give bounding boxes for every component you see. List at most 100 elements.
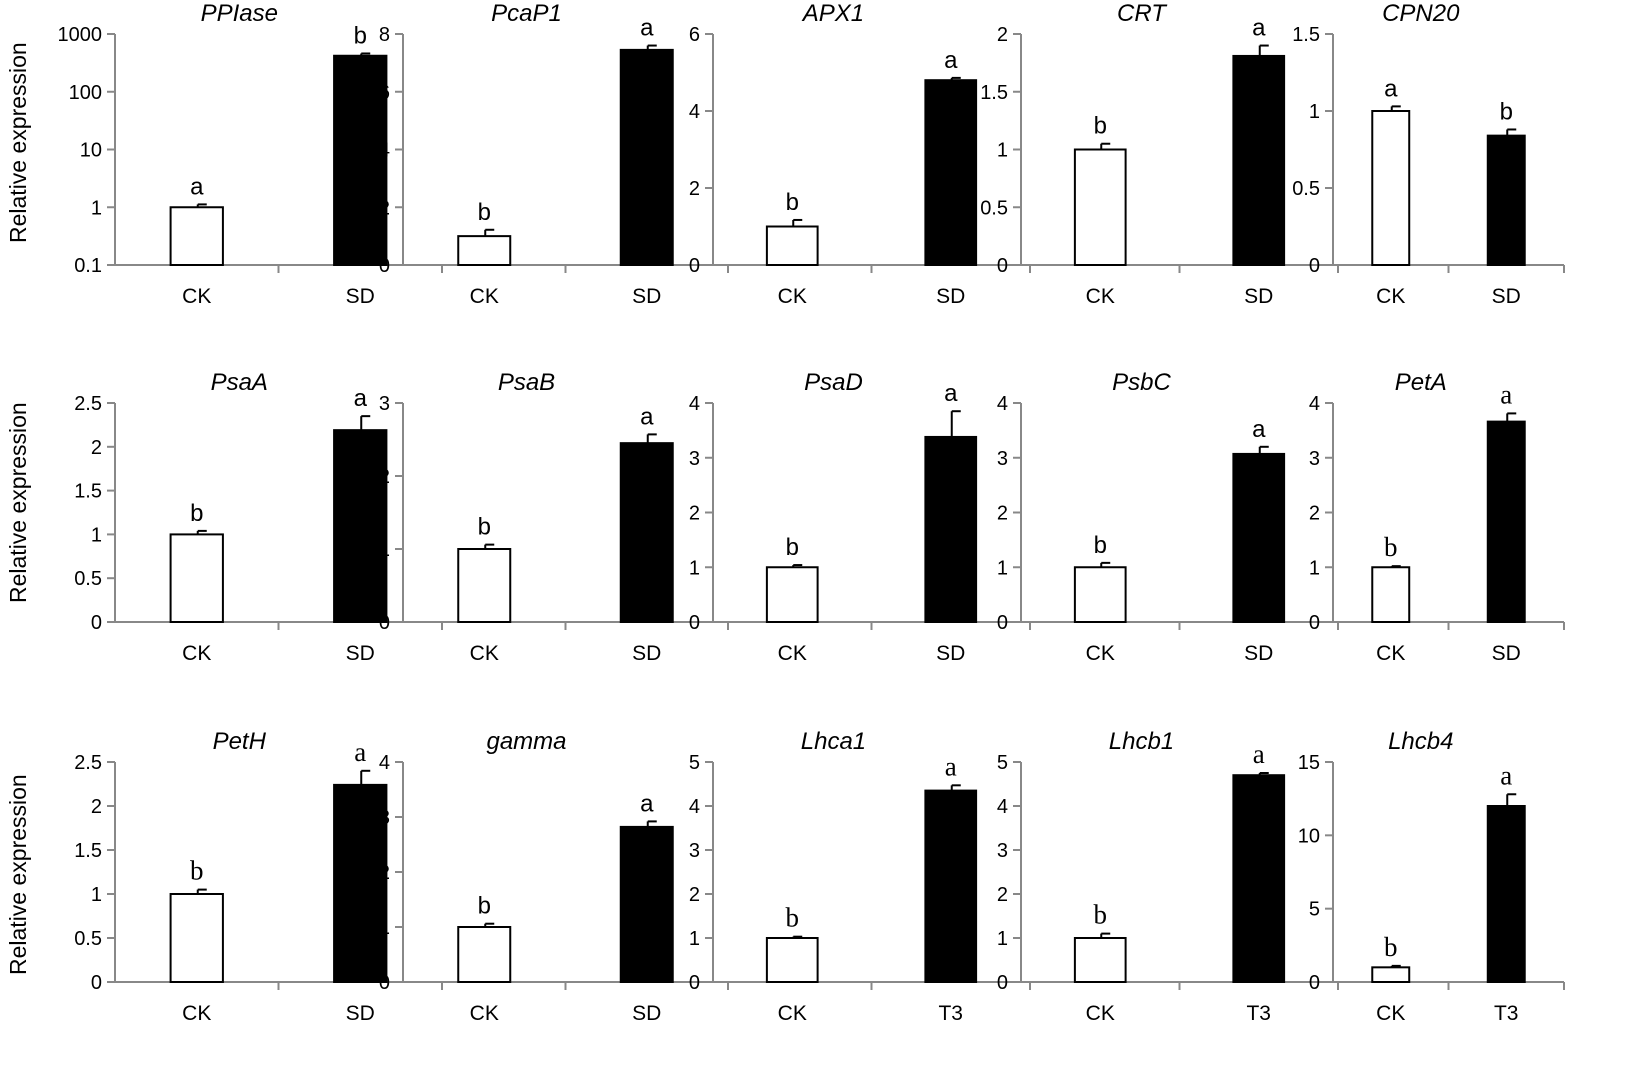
chart-title-ppiase: PPIase: [201, 0, 278, 27]
significance-letter-lhca1: a: [945, 751, 957, 781]
x-tick-label-peth: CK: [182, 1002, 211, 1025]
bar-psbc-sd: [1232, 452, 1286, 624]
x-tick-label-psaa: SD: [346, 642, 375, 665]
significance-letter-crt: b: [1094, 113, 1107, 140]
x-tick-label-psbc: SD: [1244, 642, 1273, 665]
y-tick-label-pcap1: 0: [379, 255, 390, 277]
y-tick-label-psad: 4: [689, 393, 700, 415]
chart-title-psad: PsaD: [804, 369, 863, 396]
significance-letter-psad: a: [944, 380, 958, 407]
significance-letter-cpn20: b: [1500, 98, 1513, 125]
y-tick-label-peta: 2: [1309, 503, 1320, 525]
y-tick-label-peta: 3: [1309, 448, 1320, 470]
bar-cpn20-sd: [1486, 134, 1526, 266]
y-tick-label-psad: 0: [689, 612, 700, 634]
y-tick-label-peth: 2: [91, 796, 102, 818]
significance-letter-lhcb4: b: [1384, 932, 1398, 962]
significance-letter-gamma: b: [478, 893, 491, 920]
y-tick-label-apx1: 2: [689, 178, 700, 200]
y-tick-label-gamma: 2: [379, 862, 390, 884]
x-tick-label-apx1: SD: [936, 285, 965, 308]
x-tick-label-lhca1: CK: [778, 1002, 807, 1025]
y-tick-label-lhcb4: 0: [1309, 972, 1320, 994]
x-tick-label-psbc: CK: [1086, 642, 1115, 665]
y-tick-label-lhcb1: 3: [997, 840, 1008, 862]
chart-title-pcap1: PcaP1: [491, 0, 562, 27]
bar-psad-ck: [765, 566, 819, 623]
significance-letter-crt: a: [1252, 15, 1266, 42]
x-tick-label-psaa: CK: [182, 642, 211, 665]
chart-title-cpn20: CPN20: [1382, 0, 1460, 27]
y-tick-label-peth: 0: [91, 972, 102, 994]
y-tick-label-apx1: 6: [689, 24, 700, 46]
y-tick-label-lhcb1: 4: [997, 796, 1008, 818]
y-tick-label-lhcb1: 2: [997, 884, 1008, 906]
y-tick-label-psab: 3: [379, 393, 390, 415]
y-tick-label-lhca1: 4: [689, 796, 700, 818]
chart-title-psbc: PsbC: [1112, 369, 1171, 396]
significance-letter-psbc: a: [1252, 416, 1266, 443]
significance-letter-psab: b: [478, 514, 491, 541]
bar-lhca1-t3: [924, 789, 978, 983]
chart-title-psaa: PsaA: [211, 369, 268, 396]
y-tick-label-psaa: 2.5: [74, 393, 102, 415]
y-tick-label-psaa: 2: [91, 437, 102, 459]
y-tick-label-psad: 2: [689, 503, 700, 525]
significance-letter-ppiase: a: [190, 173, 204, 200]
significance-letter-gamma: a: [640, 790, 654, 817]
significance-letter-peta: b: [1384, 532, 1398, 562]
significance-letter-psab: a: [640, 403, 654, 430]
y-axis-label-row-1: Relative expression: [5, 42, 31, 244]
chart-title-lhcb1: Lhcb1: [1109, 728, 1174, 755]
significance-letter-peth: a: [354, 737, 366, 767]
bar-peta-sd: [1486, 420, 1526, 623]
x-tick-label-ppiase: SD: [346, 285, 375, 308]
bar-crt-ck: [1073, 148, 1127, 266]
bar-lhca1-ck: [765, 937, 819, 983]
x-tick-label-peta: CK: [1376, 642, 1405, 665]
x-tick-label-peth: SD: [346, 1002, 375, 1025]
y-tick-label-pcap1: 6: [379, 82, 390, 104]
y-tick-label-apx1: 4: [689, 101, 700, 123]
y-tick-label-gamma: 1: [379, 917, 390, 939]
x-tick-label-psab: CK: [470, 642, 499, 665]
y-tick-label-peth: 1.5: [74, 840, 102, 862]
x-tick-label-peta: SD: [1492, 642, 1521, 665]
y-tick-label-cpn20: 0.5: [1292, 178, 1320, 200]
significance-letter-psad: b: [786, 534, 799, 561]
chart-title-peth: PetH: [213, 728, 267, 755]
y-tick-label-lhca1: 2: [689, 884, 700, 906]
bar-crt-sd: [1232, 54, 1286, 266]
y-tick-label-pcap1: 4: [379, 140, 390, 162]
y-axis-label-row-2: Relative expression: [5, 402, 31, 604]
y-tick-label-psab: 1: [379, 539, 390, 561]
x-tick-label-psad: CK: [778, 642, 807, 665]
y-tick-label-apx1: 0: [689, 255, 700, 277]
significance-letter-ppiase: b: [354, 22, 367, 49]
x-tick-label-lhcb1: CK: [1086, 1002, 1115, 1025]
y-tick-label-ppiase: 10: [80, 140, 102, 162]
significance-letter-lhcb1: a: [1253, 739, 1265, 769]
y-tick-label-ppiase: 1: [91, 197, 102, 219]
y-tick-label-psbc: 3: [997, 448, 1008, 470]
y-axis-label-row-3: Relative expression: [5, 774, 31, 976]
chart-title-psab: PsaB: [498, 369, 555, 396]
significance-letter-psaa: a: [354, 385, 368, 412]
bar-pcap1-ck: [457, 235, 512, 266]
bar-psaa-ck: [169, 533, 224, 624]
x-tick-label-lhca1: T3: [938, 1002, 963, 1025]
x-tick-label-lhcb4: T3: [1494, 1002, 1519, 1025]
y-tick-label-peta: 4: [1309, 393, 1320, 415]
y-tick-label-pcap1: 2: [379, 197, 390, 219]
bar-gamma-sd: [619, 825, 674, 984]
y-tick-label-lhca1: 3: [689, 840, 700, 862]
y-tick-label-psbc: 1: [997, 557, 1008, 579]
significance-letter-cpn20: a: [1384, 75, 1398, 102]
x-tick-label-gamma: CK: [470, 1002, 499, 1025]
y-tick-label-peta: 0: [1309, 612, 1320, 634]
y-tick-label-psbc: 0: [997, 612, 1008, 634]
bar-psaa-sd: [333, 429, 388, 623]
y-tick-label-psad: 3: [689, 448, 700, 470]
bar-psab-ck: [457, 548, 512, 623]
y-tick-label-lhca1: 5: [689, 752, 700, 774]
